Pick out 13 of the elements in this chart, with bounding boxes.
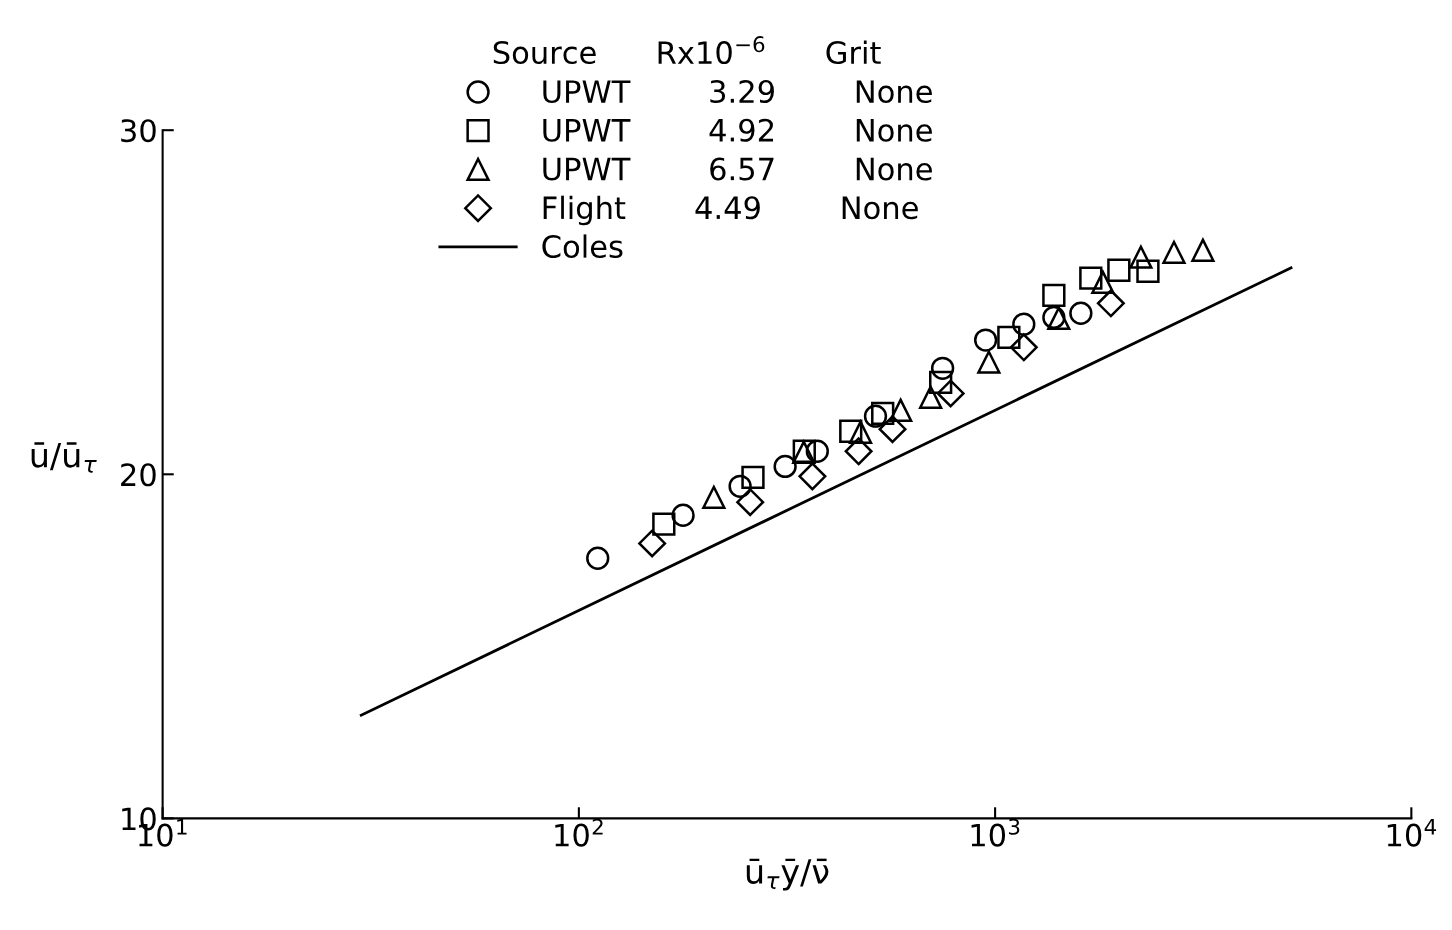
x-tick-label: 10$^{2}$ — [555, 818, 603, 847]
x-tick-label: 10$^{4}$ — [1387, 818, 1437, 847]
legend-label: UPWT 6.57 None — [543, 157, 932, 181]
legend-label: Flight 4.49 None — [543, 195, 918, 226]
x-tick-label: 10$^{3}$ — [971, 818, 1020, 847]
y-axis-title: ū/ū$_{τ}$ — [31, 442, 97, 473]
y-tick-label: 20 — [121, 463, 156, 487]
x-axis-title: ū$_{τ}$ȳ/ν̄ — [746, 858, 829, 891]
legend-label: UPWT 4.92 None — [543, 118, 932, 142]
legend-label: Coles — [542, 234, 623, 259]
legend-label: UPWT 3.29 None — [543, 79, 932, 104]
text: Source Rx10$^{−6}$ Grit — [493, 36, 881, 65]
y-tick-label: 30 — [121, 119, 156, 143]
